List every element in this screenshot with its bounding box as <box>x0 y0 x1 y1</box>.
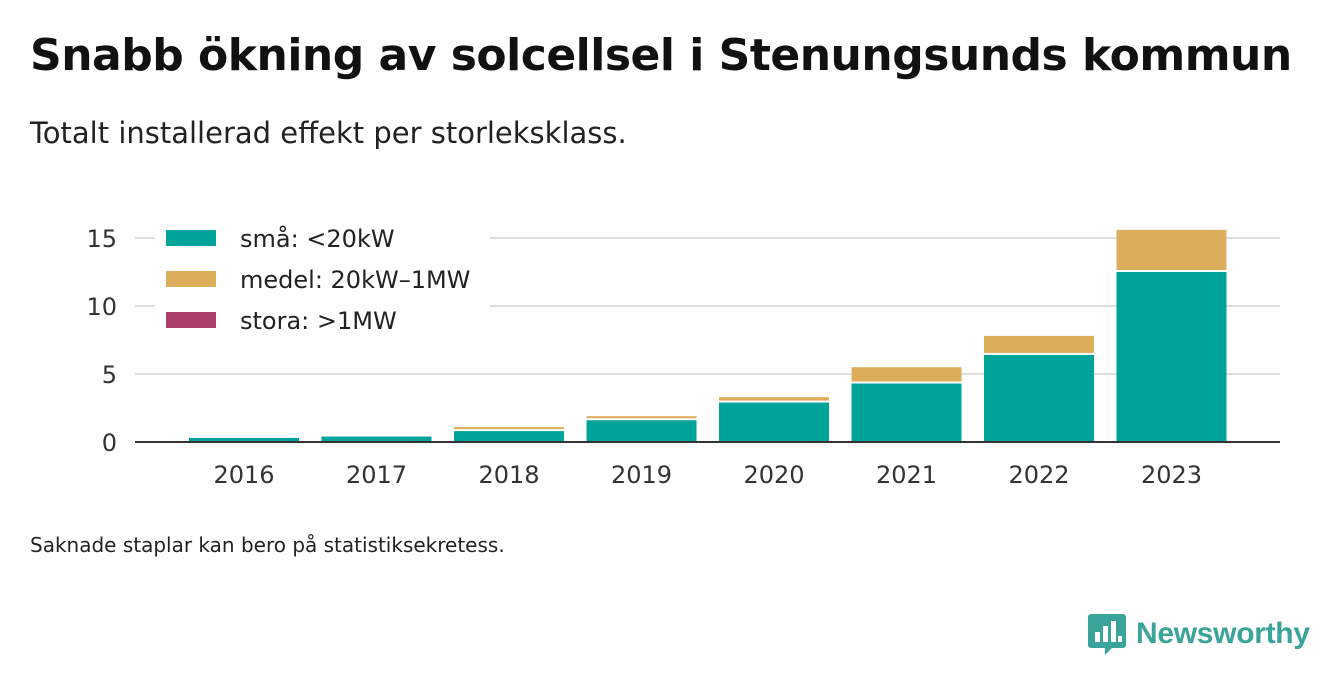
newsworthy-logo-icon <box>1088 614 1126 655</box>
bar-segment <box>189 437 299 442</box>
bar-segment <box>1116 229 1227 270</box>
legend-swatch <box>166 230 216 246</box>
legend-swatch <box>166 312 216 328</box>
x-tick-label: 2019 <box>611 461 672 489</box>
y-tick-label: 5 <box>102 361 117 389</box>
bar-segment <box>586 420 697 442</box>
y-tick-labels: 0 5 10 15 <box>86 225 117 457</box>
chart-subtitle: Totalt installerad effekt per storlekskl… <box>30 116 627 150</box>
x-tick-label: 2021 <box>876 461 937 489</box>
bar-segment <box>719 402 829 442</box>
y-tick-label: 10 <box>86 293 117 321</box>
x-tick-label: 2018 <box>478 461 539 489</box>
bar-segment <box>586 416 697 419</box>
bar-segment <box>719 397 829 401</box>
bar-segment <box>1116 272 1227 442</box>
bar-segment <box>851 367 962 382</box>
brand-name: Newsworthy <box>1136 617 1310 650</box>
x-tick-label: 2017 <box>346 461 407 489</box>
legend-swatch <box>166 271 216 287</box>
x-tick-label: 2022 <box>1008 461 1069 489</box>
y-tick-label: 0 <box>102 429 117 457</box>
bar-segment <box>851 383 962 442</box>
x-tick-labels: 2016 2017 2018 2019 2020 2021 2022 2023 <box>213 461 1202 489</box>
footnote: Saknade staplar kan bero på statistiksek… <box>30 533 505 557</box>
bar-segment <box>984 354 1094 442</box>
bars <box>189 229 1227 442</box>
bar-segment <box>984 335 1094 353</box>
x-tick-label: 2020 <box>743 461 804 489</box>
legend-label: små: <20kW <box>240 224 395 253</box>
bar-segment <box>321 436 432 442</box>
y-tick-label: 15 <box>86 225 117 253</box>
bar-segment <box>454 427 564 430</box>
legend-label: medel: 20kW–1MW <box>240 266 470 294</box>
x-tick-label: 2016 <box>213 461 274 489</box>
legend-label: stora: >1MW <box>240 307 397 335</box>
legend: små: <20kW medel: 20kW–1MW stora: >1MW <box>155 222 490 340</box>
chart-title: Snabb ökning av solcellsel i Stenungsund… <box>30 30 1292 81</box>
bar-segment <box>454 431 564 442</box>
brand-logo: Newsworthy <box>1088 612 1310 656</box>
x-tick-label: 2023 <box>1141 461 1202 489</box>
